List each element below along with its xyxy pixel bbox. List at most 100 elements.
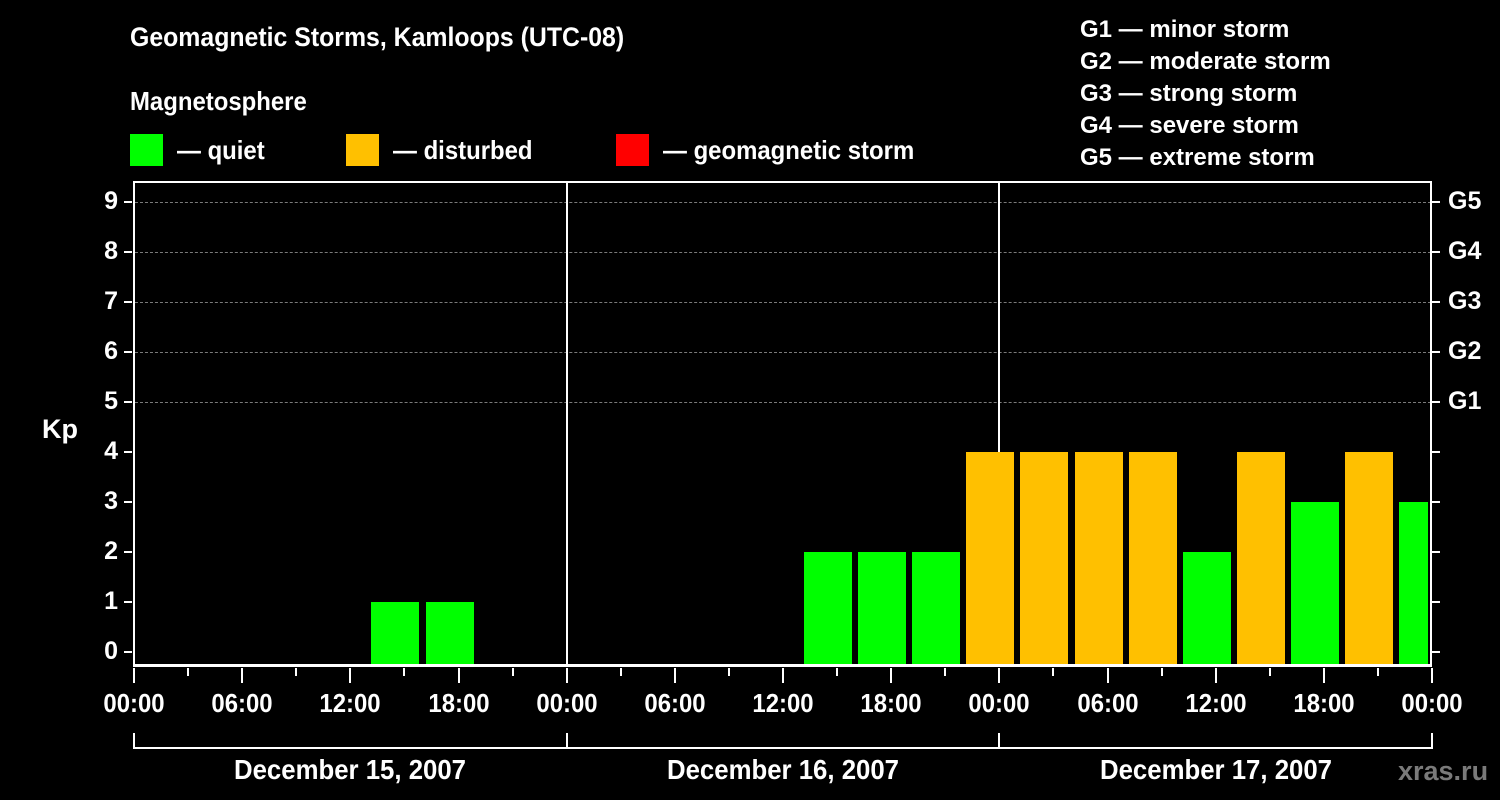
x-tick (457, 668, 460, 683)
y-tick-label: 2 (104, 537, 118, 565)
x-tick-label: 12:00 (319, 688, 381, 718)
y-tick-right (1432, 651, 1440, 653)
storm-scale-g5: G5 — extreme storm (1080, 144, 1315, 171)
kp-bar-disturbed (1128, 452, 1177, 665)
kp-bar-disturbed (966, 452, 1015, 665)
y-tick-label: 1 (104, 587, 118, 615)
day-bracket (134, 747, 567, 749)
day-label: December 15, 2007 (234, 754, 467, 785)
day-separator (998, 181, 1001, 667)
day-bracket (999, 747, 1432, 749)
y-tick-label: 0 (104, 637, 118, 665)
day-bracket (566, 747, 1000, 749)
x-tick (241, 668, 244, 683)
y-tick (124, 551, 132, 553)
legend-disturbed: — disturbed (346, 134, 545, 166)
x-tick (1268, 668, 1271, 676)
y-tick (124, 601, 132, 603)
x-tick-label: 00:00 (1401, 688, 1463, 718)
y-axis-label: Kp (42, 414, 78, 444)
legend-quiet: — quiet (130, 134, 272, 166)
x-tick-label: 00:00 (536, 688, 598, 718)
y-tick-label: 7 (104, 287, 118, 315)
y-tick-label: 8 (104, 237, 118, 265)
y-tick-right (1432, 551, 1440, 553)
kp-bar-disturbed (1236, 452, 1285, 665)
gridline (135, 302, 1431, 303)
y-tick (124, 201, 132, 203)
y-tick (124, 401, 132, 403)
legend-label-disturbed: — disturbed (393, 134, 533, 165)
kp-bar-quiet (1399, 502, 1428, 665)
x-tick (187, 668, 190, 676)
y-tick-right (1432, 351, 1440, 353)
storm-scale-g4: G4 — severe storm (1080, 112, 1299, 139)
day-bracket-end (565, 733, 568, 749)
legend-swatch-storm (616, 134, 649, 166)
storm-scale-g1: G1 — minor storm (1080, 16, 1290, 43)
x-tick (1160, 668, 1163, 676)
x-tick-label: 18:00 (1293, 688, 1355, 718)
y-tick-right (1432, 501, 1440, 503)
x-tick (998, 668, 1001, 683)
y-tick-label: 3 (104, 487, 118, 515)
gridline (135, 202, 1431, 203)
x-tick (727, 668, 730, 676)
x-tick (836, 668, 839, 676)
y-tick-label: 5 (104, 387, 118, 415)
x-tick (782, 668, 784, 683)
x-tick (890, 668, 893, 683)
kp-bar-quiet (371, 602, 420, 665)
plot-area (133, 181, 1432, 667)
legend-label-quiet: — quiet (177, 134, 265, 165)
day-label: December 16, 2007 (666, 754, 900, 785)
y-tick (124, 251, 132, 253)
x-tick (1431, 668, 1433, 683)
watermark: xras.ru (1398, 756, 1489, 786)
kp-bar-disturbed (1020, 452, 1069, 665)
day-bracket-end (133, 733, 135, 749)
legend-label-storm: — geomagnetic storm (663, 134, 915, 165)
y-tick-right (1432, 301, 1440, 303)
gridline (135, 352, 1431, 353)
x-tick (349, 668, 352, 683)
x-tick (1052, 668, 1055, 676)
y-tick-label: 4 (104, 437, 118, 465)
x-tick-label: 18:00 (860, 688, 922, 718)
day-bracket-end (1431, 733, 1433, 749)
kp-bar-quiet (858, 552, 907, 665)
y-tick (124, 651, 132, 653)
x-tick (511, 668, 514, 676)
x-tick (1106, 668, 1109, 683)
kp-bar-quiet (912, 552, 961, 665)
x-tick (295, 668, 298, 676)
g-scale-label: G2 (1448, 337, 1482, 365)
kp-bar-quiet (1182, 552, 1231, 665)
g-scale-label: G4 (1448, 237, 1482, 265)
x-tick-label: 00:00 (968, 688, 1030, 718)
g-scale-label: G5 (1448, 187, 1482, 215)
y-tick-label: 6 (104, 337, 118, 365)
x-tick (403, 668, 406, 676)
x-tick-label: 00:00 (103, 688, 165, 718)
legend-swatch-disturbed (346, 134, 379, 166)
legend-swatch-quiet (130, 134, 163, 166)
storm-scale-g3: G3 — strong storm (1080, 80, 1298, 107)
gridline (135, 402, 1431, 403)
g-scale-label: G3 (1448, 287, 1482, 315)
kp-bar-quiet (425, 602, 474, 665)
day-bracket-end (998, 733, 1001, 749)
gridline (135, 252, 1431, 253)
storm-scale-g2: G2 — moderate storm (1080, 48, 1331, 75)
chart-title: Geomagnetic Storms, Kamloops (UTC-08) (130, 22, 625, 52)
day-label: December 17, 2007 (1099, 754, 1332, 785)
x-tick (944, 668, 947, 676)
x-tick (565, 668, 568, 683)
x-tick (673, 668, 676, 683)
x-tick-label: 18:00 (427, 688, 490, 718)
y-tick (124, 301, 132, 303)
y-tick (124, 501, 132, 503)
y-tick-right (1432, 601, 1440, 603)
x-tick (619, 668, 622, 676)
chart-subtitle: Magnetosphere (130, 86, 307, 116)
